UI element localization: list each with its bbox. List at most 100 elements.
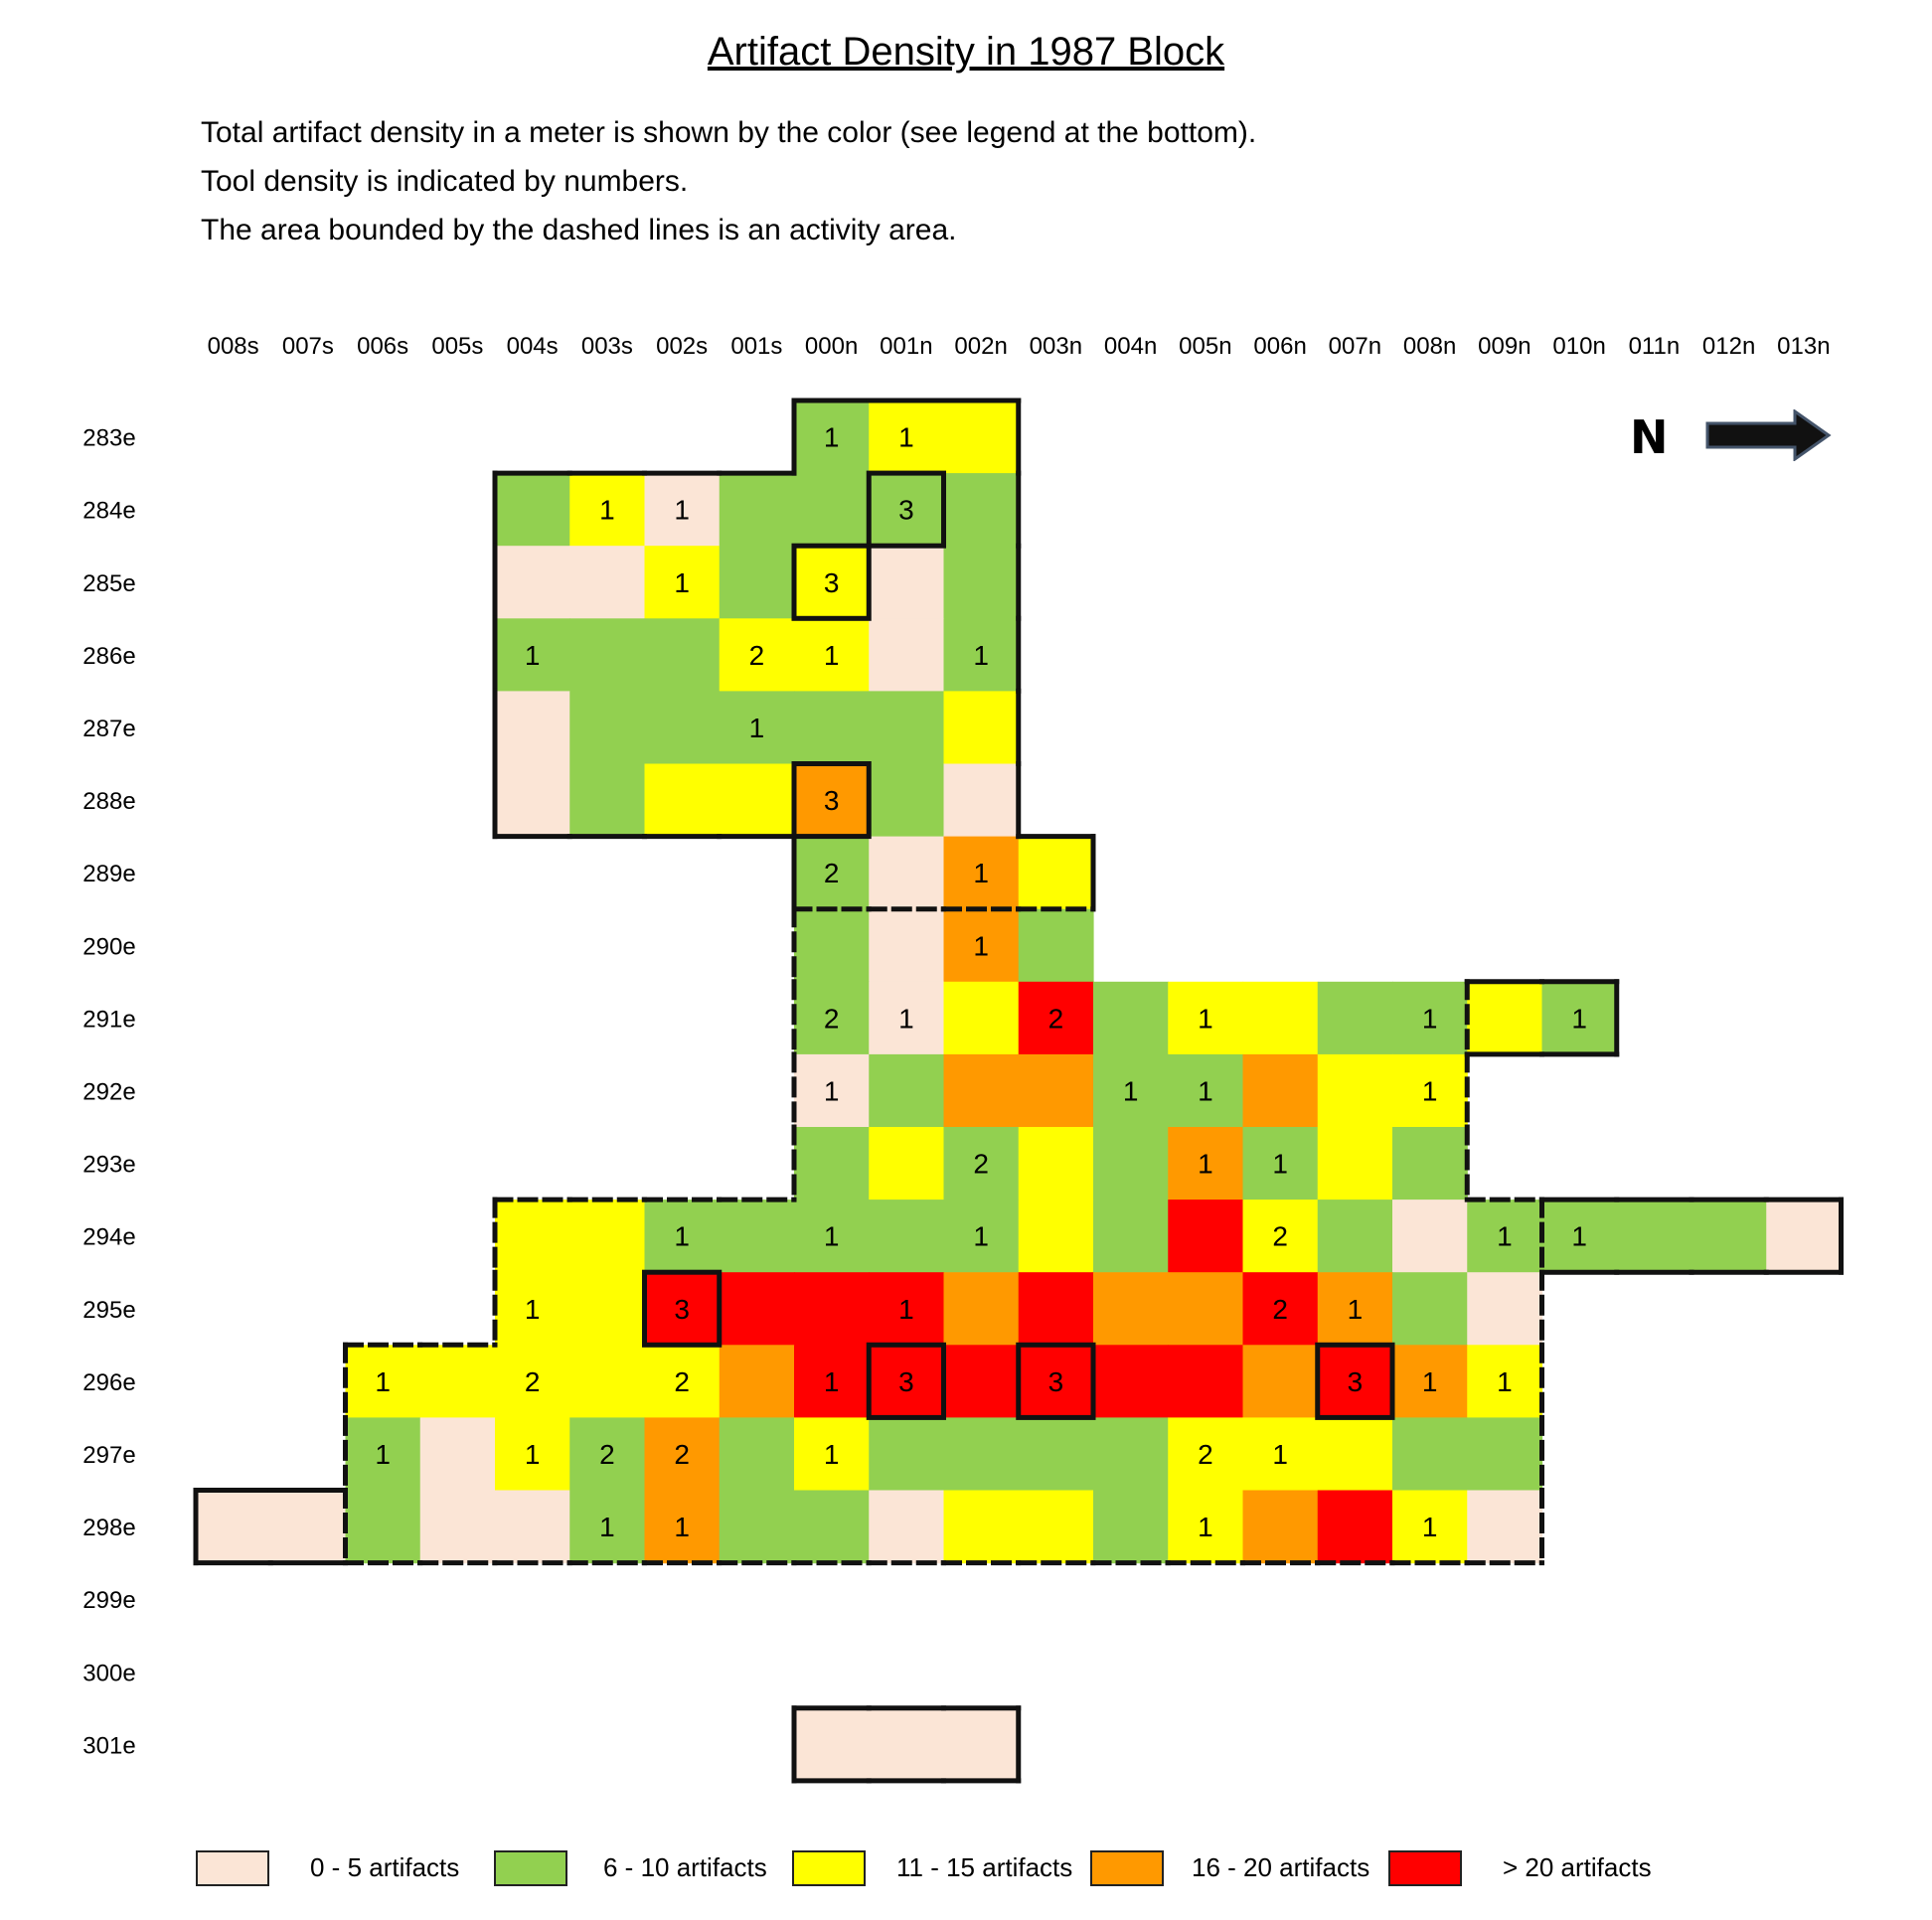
cell-294e-010n xyxy=(1541,1200,1618,1273)
cell-291e-000n xyxy=(794,981,870,1055)
highlight-box-285e-000n xyxy=(791,543,872,621)
cell-293e-008n xyxy=(1392,1127,1468,1200)
cell-296e-007n xyxy=(1317,1345,1393,1418)
column-label-008n: 008n xyxy=(1403,333,1456,360)
cell-287e-000n xyxy=(794,691,870,765)
tool-count-292e-008n: 1 xyxy=(1422,1075,1438,1106)
tool-count-287e-001s: 1 xyxy=(749,713,765,743)
column-label-008s: 008s xyxy=(208,333,259,360)
tool-count-297e-003s: 2 xyxy=(599,1439,615,1470)
legend-swatch-1 xyxy=(494,1850,567,1886)
cell-292e-007n xyxy=(1317,1053,1393,1128)
outline-layer xyxy=(193,398,1844,1784)
cell-298e-007n xyxy=(1317,1490,1393,1564)
cell-295e-002n xyxy=(943,1272,1020,1346)
cell-292e-002n xyxy=(943,1053,1020,1128)
cell-294e-002s xyxy=(644,1200,721,1273)
tool-count-297e-004s: 1 xyxy=(525,1439,541,1470)
row-label-292e: 292e xyxy=(82,1078,135,1105)
tool-count-296e-002s: 2 xyxy=(674,1366,690,1397)
cell-298e-006n xyxy=(1242,1490,1319,1564)
cell-298e-001n xyxy=(869,1490,945,1564)
cell-293e-004n xyxy=(1093,1127,1169,1200)
cell-290e-001n xyxy=(869,908,945,983)
cell-290e-002n xyxy=(943,908,1020,983)
cell-297e-009n xyxy=(1467,1417,1543,1492)
cell-298e-001s xyxy=(719,1490,795,1564)
cell-294e-012n xyxy=(1691,1200,1767,1273)
highlight-box-295e-002s xyxy=(642,1269,723,1348)
cell-297e-004s xyxy=(495,1417,570,1492)
tool-count-291e-008n: 1 xyxy=(1422,1003,1438,1034)
column-label-002s: 002s xyxy=(656,333,708,360)
cell-294e-008n xyxy=(1392,1200,1468,1273)
cell-285e-001s xyxy=(719,546,795,619)
cell-288e-001s xyxy=(719,763,795,838)
tool-count-298e-002s: 1 xyxy=(674,1512,690,1542)
cell-298e-000n xyxy=(794,1490,870,1564)
cell-293e-001n xyxy=(869,1127,945,1200)
cell-296e-001n xyxy=(869,1345,945,1418)
row-label-301e: 301e xyxy=(82,1732,135,1759)
description-line-3: The area bounded by the dashed lines is … xyxy=(201,214,957,246)
highlight-box-288e-000n xyxy=(791,761,872,840)
cell-287e-001s xyxy=(719,691,795,765)
cell-291e-009n xyxy=(1467,981,1543,1055)
legend-label-3: 16 - 20 artifacts xyxy=(1192,1852,1370,1882)
tool-count-294e-010n: 1 xyxy=(1571,1221,1587,1252)
legend-label-4: > 20 artifacts xyxy=(1503,1852,1652,1882)
cell-285e-003s xyxy=(569,546,646,619)
tool-count-283e-001n: 1 xyxy=(898,422,914,453)
cell-290e-003n xyxy=(1018,908,1094,983)
tool-count-292e-004n: 1 xyxy=(1123,1075,1139,1106)
tool-count-286e-000n: 1 xyxy=(824,640,840,671)
cell-296e-003n xyxy=(1018,1345,1094,1418)
cell-296e-002s xyxy=(644,1345,721,1418)
cell-287e-001n xyxy=(869,691,945,765)
row-label-287e: 287e xyxy=(82,716,135,742)
column-label-011n: 011n xyxy=(1629,333,1681,360)
cell-295e-003n xyxy=(1018,1272,1094,1346)
tool-count-288e-000n: 3 xyxy=(824,785,840,816)
legend-label-1: 6 - 10 artifacts xyxy=(603,1852,767,1882)
cell-291e-010n xyxy=(1541,981,1618,1055)
cell-295e-001n xyxy=(869,1272,945,1346)
cell-287e-002n xyxy=(943,691,1020,765)
cell-295e-006n xyxy=(1242,1272,1319,1346)
tool-count-289e-000n: 2 xyxy=(824,858,840,888)
legend-swatch-4 xyxy=(1388,1850,1462,1886)
tool-count-294e-002s: 1 xyxy=(674,1221,690,1252)
tool-count-286e-004s: 1 xyxy=(525,640,541,671)
tool-count-284e-003s: 1 xyxy=(599,495,615,526)
cells-layer xyxy=(196,400,1843,1782)
tool-count-298e-008n: 1 xyxy=(1422,1512,1438,1542)
cell-284e-002n xyxy=(943,473,1020,547)
tool-count-295e-006n: 2 xyxy=(1272,1294,1288,1325)
cell-292e-005n xyxy=(1168,1053,1244,1128)
tool-count-284e-002s: 1 xyxy=(674,495,690,526)
tool-count-294e-006n: 2 xyxy=(1272,1221,1288,1252)
column-label-001s: 001s xyxy=(730,333,782,360)
cell-295e-000n xyxy=(794,1272,870,1346)
cell-296e-006s xyxy=(345,1345,421,1418)
cell-293e-002n xyxy=(943,1127,1020,1200)
description-line-2: Tool density is indicated by numbers. xyxy=(201,165,689,198)
cell-291e-004n xyxy=(1093,981,1169,1055)
cell-297e-003n xyxy=(1018,1417,1094,1492)
row-label-298e: 298e xyxy=(82,1515,135,1541)
cell-296e-009n xyxy=(1467,1345,1543,1418)
cell-296e-001s xyxy=(719,1345,795,1418)
row-label-286e: 286e xyxy=(82,643,135,670)
cell-283e-001n xyxy=(869,400,945,474)
cell-298e-004n xyxy=(1093,1490,1169,1564)
cell-292e-004n xyxy=(1093,1053,1169,1128)
row-label-289e: 289e xyxy=(82,861,135,887)
cell-296e-004s xyxy=(495,1345,570,1418)
cell-297e-006s xyxy=(345,1417,421,1492)
cell-294e-000n xyxy=(794,1200,870,1273)
column-label-012n: 012n xyxy=(1702,333,1755,360)
cell-285e-002s xyxy=(644,546,721,619)
cell-286e-004s xyxy=(495,618,570,692)
cell-284e-003s xyxy=(569,473,646,547)
tool-count-293e-002n: 2 xyxy=(973,1149,989,1180)
